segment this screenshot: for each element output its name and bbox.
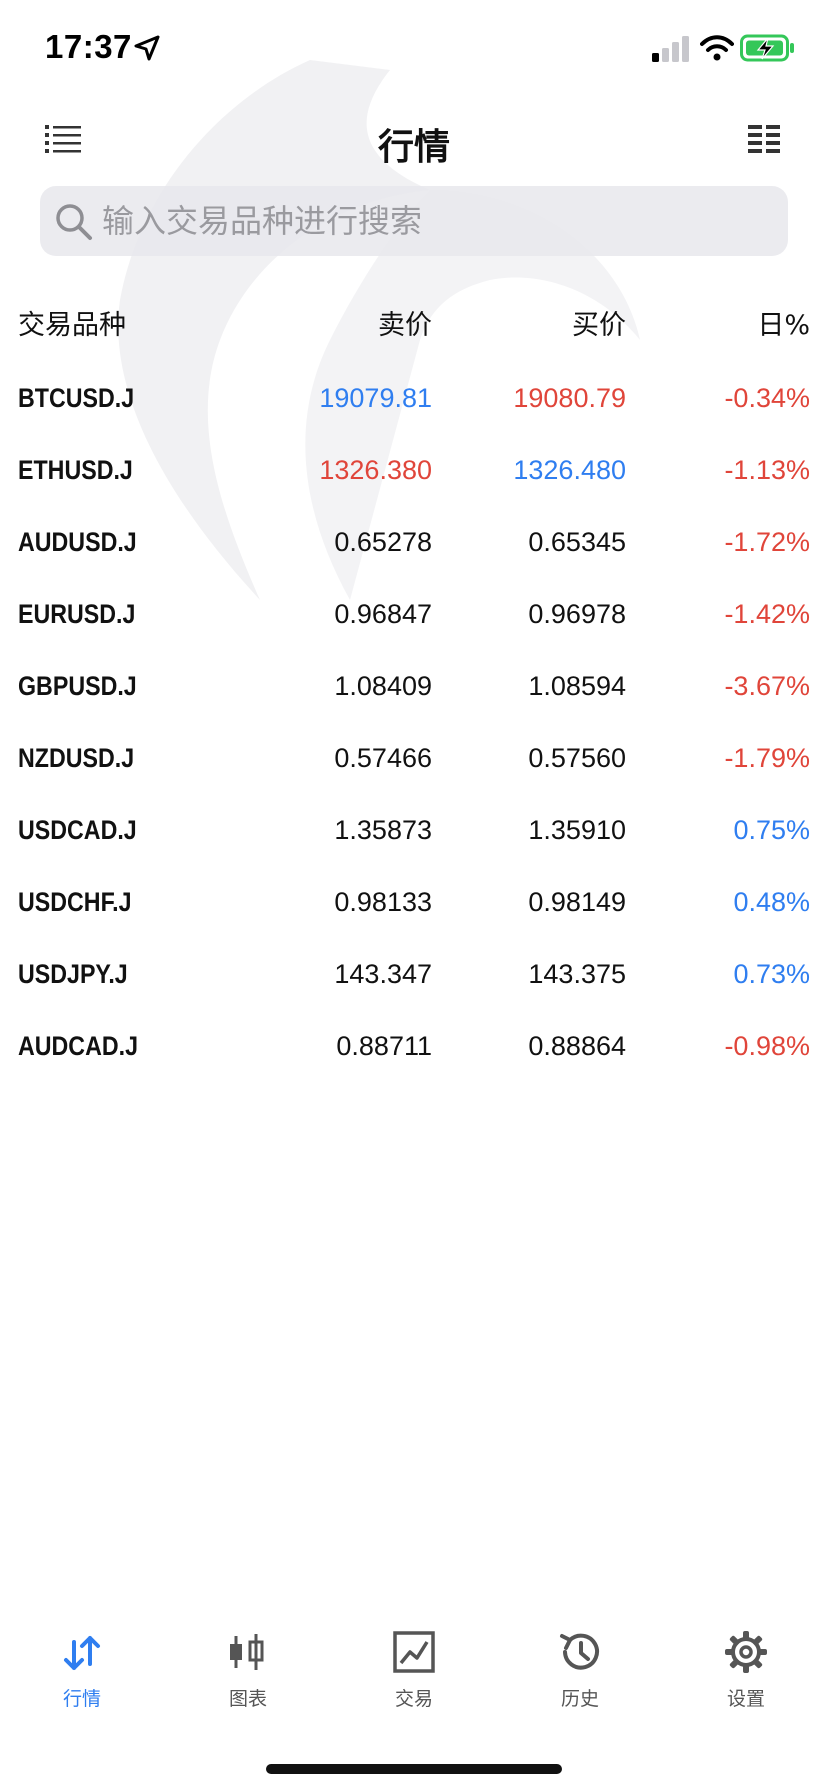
bottom-tab-bar: 行情 图表 交易 历史 bbox=[0, 1620, 828, 1730]
ask-price: 0.65345 bbox=[528, 527, 626, 557]
column-header-ask[interactable]: 买价 bbox=[572, 310, 626, 341]
tab-trade[interactable]: 交易 bbox=[344, 1620, 484, 1730]
page-title: 行情 bbox=[377, 127, 450, 168]
wifi-icon bbox=[700, 35, 734, 61]
bid-price: 1326.380 bbox=[319, 455, 432, 485]
table-row[interactable]: USDCAD.J 1.35873 1.35910 0.75% bbox=[0, 794, 828, 866]
list-menu-icon[interactable] bbox=[45, 122, 81, 156]
bid-price: 0.57466 bbox=[334, 743, 432, 773]
ask-price: 0.57560 bbox=[528, 743, 626, 773]
tab-label: 图表 bbox=[228, 1688, 267, 1710]
bid-price: 0.65278 bbox=[334, 527, 432, 557]
home-indicator[interactable] bbox=[266, 1764, 562, 1774]
tab-label: 设置 bbox=[726, 1688, 765, 1710]
tab-quotes[interactable]: 行情 bbox=[12, 1620, 152, 1730]
symbol-label: USDCHF.J bbox=[18, 887, 132, 917]
column-header-symbol[interactable]: 交易品种 bbox=[18, 310, 126, 341]
ask-price: 0.96978 bbox=[528, 599, 626, 629]
search-bar[interactable] bbox=[40, 186, 788, 256]
table-row[interactable]: AUDUSD.J 0.65278 0.65345 -1.72% bbox=[0, 506, 828, 578]
daily-change: -1.13% bbox=[724, 455, 810, 485]
daily-change: 0.73% bbox=[733, 959, 810, 989]
grid-view-icon[interactable] bbox=[748, 122, 780, 156]
column-header-change[interactable]: 日% bbox=[757, 310, 810, 341]
ask-price: 1.08594 bbox=[528, 671, 626, 701]
location-arrow-icon bbox=[134, 35, 160, 61]
table-row[interactable]: NZDUSD.J 0.57466 0.57560 -1.79% bbox=[0, 722, 828, 794]
symbol-label: GBPUSD.J bbox=[18, 671, 137, 701]
ask-price: 1326.480 bbox=[513, 455, 626, 485]
nav-header: 行情 bbox=[0, 100, 828, 180]
quote-table: 交易品种 卖价 买价 日% BTCUSD.J 19079.81 19080.79… bbox=[0, 290, 828, 1082]
bid-price: 0.96847 bbox=[334, 599, 432, 629]
daily-change: 0.48% bbox=[733, 887, 810, 917]
history-icon bbox=[560, 1633, 599, 1670]
symbol-label: USDJPY.J bbox=[18, 959, 128, 989]
bid-price: 0.98133 bbox=[334, 887, 432, 917]
ask-price: 1.35910 bbox=[528, 815, 626, 845]
bid-price: 1.35873 bbox=[334, 815, 432, 845]
battery-charging-icon bbox=[740, 34, 794, 62]
table-row[interactable]: AUDCAD.J 0.88711 0.88864 -0.98% bbox=[0, 1010, 828, 1082]
table-row[interactable]: EURUSD.J 0.96847 0.96978 -1.42% bbox=[0, 578, 828, 650]
table-row[interactable]: USDJPY.J 143.347 143.375 0.73% bbox=[0, 938, 828, 1010]
tab-label: 行情 bbox=[62, 1688, 101, 1710]
cellular-signal-icon bbox=[652, 36, 689, 62]
table-row[interactable]: GBPUSD.J 1.08409 1.08594 -3.67% bbox=[0, 650, 828, 722]
tab-history[interactable]: 历史 bbox=[510, 1620, 650, 1730]
daily-change: -1.42% bbox=[724, 599, 810, 629]
bid-price: 19079.81 bbox=[319, 383, 432, 413]
daily-change: 0.75% bbox=[733, 815, 810, 845]
table-row[interactable]: ETHUSD.J 1326.380 1326.480 -1.13% bbox=[0, 434, 828, 506]
status-bar: 17:37 bbox=[0, 0, 828, 100]
search-icon bbox=[56, 204, 92, 240]
tab-label: 历史 bbox=[560, 1688, 599, 1710]
bid-price: 0.88711 bbox=[336, 1031, 432, 1061]
bid-price: 143.347 bbox=[334, 959, 432, 989]
symbol-label: AUDUSD.J bbox=[18, 527, 137, 557]
tab-settings[interactable]: 设置 bbox=[676, 1620, 816, 1730]
symbol-label: EURUSD.J bbox=[18, 599, 136, 629]
table-row[interactable]: USDCHF.J 0.98133 0.98149 0.48% bbox=[0, 866, 828, 938]
symbol-label: NZDUSD.J bbox=[18, 743, 135, 773]
daily-change: -1.79% bbox=[724, 743, 810, 773]
tab-label: 交易 bbox=[394, 1688, 433, 1710]
table-header-row: 交易品种 卖价 买价 日% bbox=[0, 290, 828, 362]
column-header-bid[interactable]: 卖价 bbox=[378, 310, 432, 341]
candlestick-icon bbox=[230, 1634, 264, 1670]
ask-price: 0.88864 bbox=[528, 1031, 626, 1061]
arrows-up-down-icon bbox=[64, 1636, 100, 1670]
daily-change: -1.72% bbox=[724, 527, 810, 557]
search-input[interactable] bbox=[102, 186, 772, 256]
daily-change: -0.98% bbox=[724, 1031, 810, 1061]
gear-icon bbox=[725, 1631, 767, 1673]
daily-change: -0.34% bbox=[724, 383, 810, 413]
symbol-label: USDCAD.J bbox=[18, 815, 137, 845]
symbol-label: ETHUSD.J bbox=[18, 455, 133, 485]
tab-charts[interactable]: 图表 bbox=[178, 1620, 318, 1730]
ask-price: 143.375 bbox=[528, 959, 626, 989]
ask-price: 19080.79 bbox=[513, 383, 626, 413]
ask-price: 0.98149 bbox=[528, 887, 626, 917]
daily-change: -3.67% bbox=[724, 671, 810, 701]
bid-price: 1.08409 bbox=[334, 671, 432, 701]
symbol-label: AUDCAD.J bbox=[18, 1031, 138, 1061]
symbol-label: BTCUSD.J bbox=[18, 383, 135, 413]
table-row[interactable]: BTCUSD.J 19079.81 19080.79 -0.34% bbox=[0, 362, 828, 434]
status-time: 17:37 bbox=[45, 28, 132, 65]
line-chart-icon bbox=[393, 1631, 435, 1673]
